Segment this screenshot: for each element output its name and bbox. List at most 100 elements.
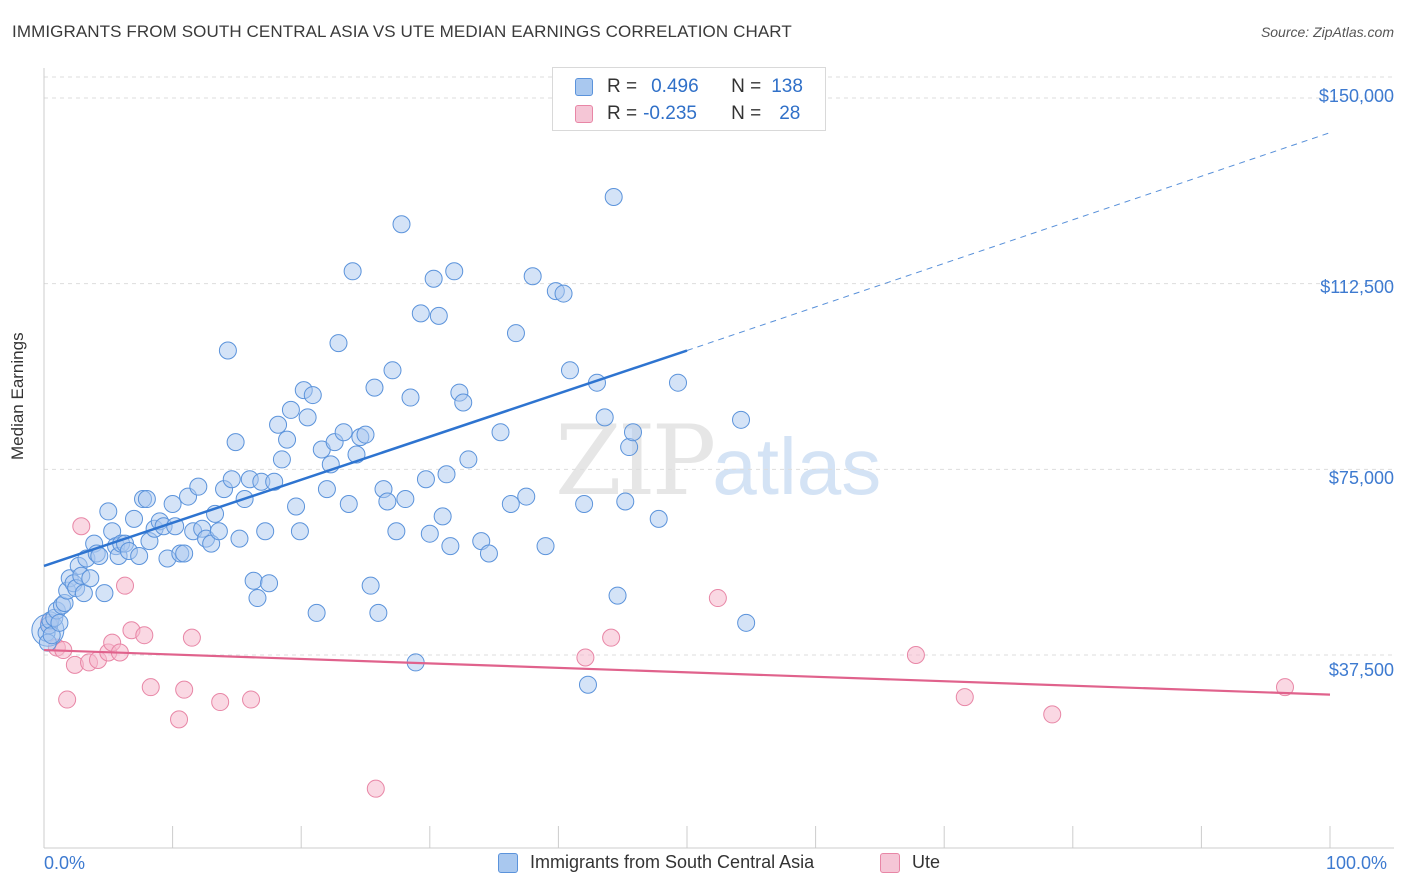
south-central-asia-point [578,675,597,694]
south-central-asia-point [81,569,100,588]
stats-legend: R = 0.496 N = 138 R = -0.235 N = 28 [552,67,826,131]
south-central-asia-point [317,480,336,499]
south-central-asia-point [604,188,623,207]
pink-trend-line [43,648,1331,696]
south-central-asia-point [166,517,185,536]
x-tick-min: 0.0% [44,853,86,873]
south-central-asia-point [429,306,448,325]
stats-row-blue: R = 0.496 N = 138 [575,74,803,100]
legend-label-south-central-asia: Immigrants from South Central Asia [530,852,815,872]
south-central-asia-point [411,304,430,323]
south-central-asia-point [307,603,326,622]
south-central-asia-points [31,188,756,694]
south-central-asia-point [479,544,498,563]
south-central-asia-point [163,494,182,513]
ute-point [1275,678,1294,697]
south-central-asia-point [420,524,439,543]
n-value: 138 [771,76,803,97]
south-central-asia-point [256,522,275,541]
south-central-asia-point [491,423,510,442]
south-central-asia-point [343,262,362,281]
ute-point [175,680,194,699]
legend-item-south-central-asia: Immigrants from South Central Asia [498,852,814,873]
south-central-asia-point [401,388,420,407]
south-central-asia-point [290,522,309,541]
pink-swatch [575,105,593,123]
south-central-asia-point [437,465,456,484]
south-central-asia-point [361,576,380,595]
chart-title: IMMIGRANTS FROM SOUTH CENTRAL ASIA VS UT… [12,22,792,41]
ute-point [242,690,261,709]
south-central-asia-point [260,574,279,593]
y-axis-label: Median Earnings [8,332,27,460]
ute-point [211,693,230,712]
south-central-asia-point [137,490,156,509]
stats-row-pink: R = -0.235 N = 28 [575,101,800,127]
south-central-asia-point [649,509,668,528]
ute-point [170,710,189,729]
trend-lines [43,132,1331,696]
south-central-asia-point [387,522,406,541]
south-central-asia-point [230,529,249,548]
south-central-asia-point [523,267,542,286]
south-central-asia-point [501,494,520,513]
south-central-asia-point [265,472,284,491]
south-central-asia-point [356,425,375,444]
south-central-asia-point [396,490,415,509]
ute-point [135,626,154,645]
south-central-asia-point [125,509,144,528]
ute-point [366,779,385,798]
south-central-asia-point [416,470,435,489]
south-central-asia-point [74,584,93,603]
ute-point [576,648,595,667]
south-central-asia-point [334,423,353,442]
south-central-asia-point [339,494,358,513]
south-central-asia-point [189,477,208,496]
south-central-asia-point [608,586,627,605]
south-central-asia-point [623,423,642,442]
n-value: 28 [779,103,801,124]
south-central-asia-point [732,410,751,429]
south-central-asia-point [536,537,555,556]
source-note: Source: ZipAtlas.com [1260,24,1394,40]
south-central-asia-point [287,497,306,516]
south-central-asia-point [222,470,241,489]
y-tick-150000: $150,000 [1318,86,1394,106]
south-central-asia-point [560,361,579,380]
x-tick-max: 100.0% [1326,853,1388,873]
south-central-asia-point [441,537,460,556]
ute-point [182,628,201,647]
ute-point [58,690,77,709]
grid-lines [44,76,1394,656]
south-central-asia-point [298,408,317,427]
south-central-asia-point [99,502,118,521]
south-central-asia-point [517,487,536,506]
y-tick-37500: $37,500 [1328,660,1394,680]
axes [43,68,1394,849]
south-central-asia-point [329,334,348,353]
south-central-asia-point [365,378,384,397]
south-central-asia-point [595,408,614,427]
ute-point [1043,705,1062,724]
south-central-asia-point [175,544,194,563]
south-central-asia-point [454,393,473,412]
y-tick-75000: $75,000 [1328,468,1394,488]
south-central-asia-point [392,215,411,234]
south-central-asia-point [218,341,237,360]
south-central-asia-point [303,386,322,405]
south-central-asia-point [226,433,245,452]
ute-point [955,688,974,707]
r-value: -0.235 [643,103,697,124]
south-central-asia-point [424,269,443,288]
south-central-asia-point [248,589,267,608]
south-central-asia-point [445,262,464,281]
south-central-asia-point [244,571,263,590]
south-central-asia-point [620,438,639,457]
south-central-asia-point [281,400,300,419]
south-central-asia-point [737,613,756,632]
blue-trend-extension [686,132,1331,351]
blue-swatch [575,78,593,96]
ute-point [602,628,621,647]
ute-point [72,517,91,536]
